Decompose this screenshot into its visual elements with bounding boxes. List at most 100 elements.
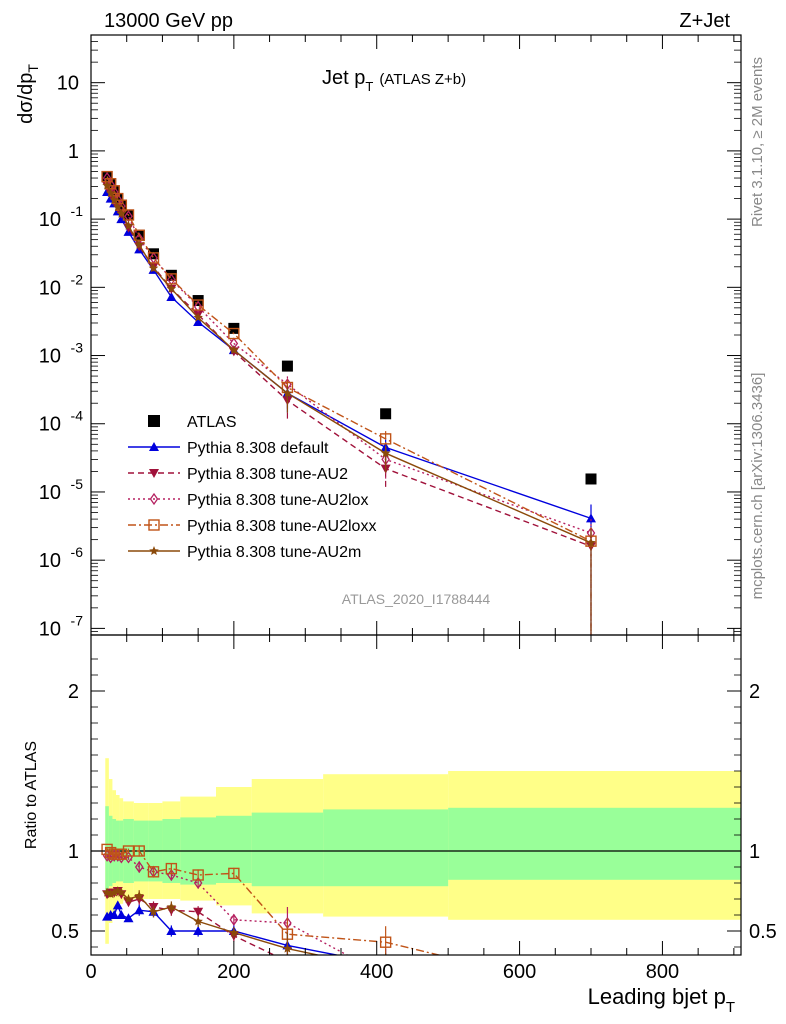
- header-left: 13000 GeV pp: [104, 10, 233, 32]
- ratio-y-tick-label: 2: [68, 681, 79, 703]
- ratio-series-group: [101, 843, 442, 966]
- main-y-tick-label: 10: [57, 73, 79, 95]
- ratio-point: [193, 926, 204, 935]
- data-point: [102, 180, 112, 190]
- data-point: [228, 327, 240, 340]
- data-point: [101, 171, 113, 183]
- data-point: [193, 300, 203, 313]
- ratio-point: [282, 957, 292, 966]
- ratio-point: [133, 845, 145, 857]
- ratio-y-tick-label-right: 2: [749, 681, 760, 703]
- series-line: [106, 177, 592, 534]
- main-y-tick-label: 10: [39, 346, 61, 368]
- legend-entry: Pythia 8.308 tune-AU2m: [128, 544, 361, 561]
- ratio-point: [123, 898, 134, 908]
- main-y-tick-exp: -5: [71, 476, 84, 492]
- main-title-text: Jet pT (ATLAS Z+b): [322, 67, 466, 94]
- band-inner: [323, 809, 449, 887]
- data-point: [113, 202, 123, 212]
- ratio-point: [228, 867, 240, 880]
- ratio-point: [134, 905, 145, 915]
- data-point: [166, 283, 177, 293]
- legend-entry: Pythia 8.308 tune-AU2: [128, 466, 348, 483]
- legend-marker: [148, 415, 160, 427]
- data-point: [193, 312, 203, 322]
- main-y-tick-label: 10: [39, 618, 61, 640]
- legend-label: Pythia 8.308 tune-AU2loxx: [187, 518, 376, 535]
- data-point: [281, 360, 293, 372]
- legend-label: Pythia 8.308 tune-AU2lox: [187, 492, 368, 509]
- ratio-point: [112, 900, 123, 910]
- ratio-y-tick-label-right: 1: [749, 841, 760, 863]
- ratio-point: [193, 907, 204, 917]
- ratio-frame: [90, 634, 742, 956]
- ratio-point: [166, 926, 177, 935]
- ratio-point: [123, 913, 134, 923]
- x-axis-label: Leading bjet pT: [588, 984, 735, 1016]
- data-point: [123, 220, 134, 230]
- data-point: [116, 208, 127, 218]
- legend-label: ATLAS: [187, 414, 237, 431]
- series-0: [101, 171, 597, 485]
- rivet-label: Rivet 3.1.10, ≥ 2M events: [749, 57, 766, 227]
- data-point: [380, 408, 392, 420]
- legend-marker: [148, 519, 160, 531]
- legend-marker: [149, 469, 159, 478]
- data-point: [282, 388, 293, 398]
- main-y-tick-exp: -3: [71, 340, 84, 356]
- ratio-point: [116, 910, 127, 919]
- legend-marker: [149, 546, 159, 555]
- legend-marker: [149, 442, 159, 451]
- data-point: [105, 188, 116, 198]
- series-3: [102, 171, 596, 635]
- main-ylabel: dσ/dpT: [15, 64, 41, 124]
- ratio-y-tick-label-right: 0.5: [749, 921, 777, 943]
- band-inner: [251, 812, 324, 887]
- main-y-tick-label: 10: [39, 209, 61, 231]
- main-y-tick-exp: -7: [71, 612, 84, 628]
- x-tick-label: 200: [217, 961, 250, 983]
- ratio-point: [104, 846, 117, 859]
- legend-entry: ATLAS: [148, 414, 237, 431]
- main-y-tick-label: 10: [39, 277, 61, 299]
- watermark: ATLAS_2020_I1788444: [342, 591, 491, 607]
- main-y-tick-label: 1: [68, 141, 79, 163]
- ratio-point: [109, 910, 120, 919]
- ratio-point: [147, 866, 160, 878]
- main-y-tick-label: 10: [39, 414, 61, 436]
- main-y-tick-label: 10: [39, 482, 61, 504]
- ratio-point: [166, 902, 177, 911]
- ratio-y-tick-label: 1: [68, 841, 79, 863]
- ratio-point: [193, 876, 203, 890]
- ratio-point: [109, 887, 119, 897]
- data-point: [586, 513, 596, 523]
- ratio-point: [134, 890, 144, 900]
- ratio-series-3: [101, 843, 442, 955]
- ratio-point: [123, 894, 134, 903]
- legend-entry: Pythia 8.308 tune-AU2loxx: [128, 518, 376, 535]
- ratio-ylabel: Ratio to ATLAS: [23, 741, 40, 849]
- legend-label: Pythia 8.308 tune-AU2: [187, 466, 348, 483]
- ratio-line: [106, 848, 442, 955]
- ratio-point: [148, 906, 159, 916]
- band-inner: [448, 807, 741, 880]
- main-y-tick-exp: -4: [71, 408, 84, 424]
- series-line: [106, 191, 592, 520]
- legend-entry: Pythia 8.308 default: [128, 440, 329, 457]
- x-tick-label: 600: [503, 961, 536, 983]
- main-y-tick-exp: -1: [71, 203, 84, 219]
- ratio-y-tick-label: 0.5: [51, 921, 79, 943]
- ratio-point: [229, 927, 239, 937]
- x-tick-label: 800: [646, 961, 679, 983]
- data-point: [192, 299, 204, 311]
- ratio-point: [379, 936, 392, 948]
- ratio-point: [165, 862, 178, 875]
- ratio-point: [282, 943, 293, 953]
- mcplots-label: mcplots.cern.ch [arXiv:1306.3436]: [749, 373, 766, 600]
- series-5: [102, 180, 596, 635]
- series-2: [102, 181, 596, 635]
- data-point: [380, 448, 391, 458]
- ratio-point: [116, 887, 127, 897]
- x-tick-label: 400: [360, 961, 393, 983]
